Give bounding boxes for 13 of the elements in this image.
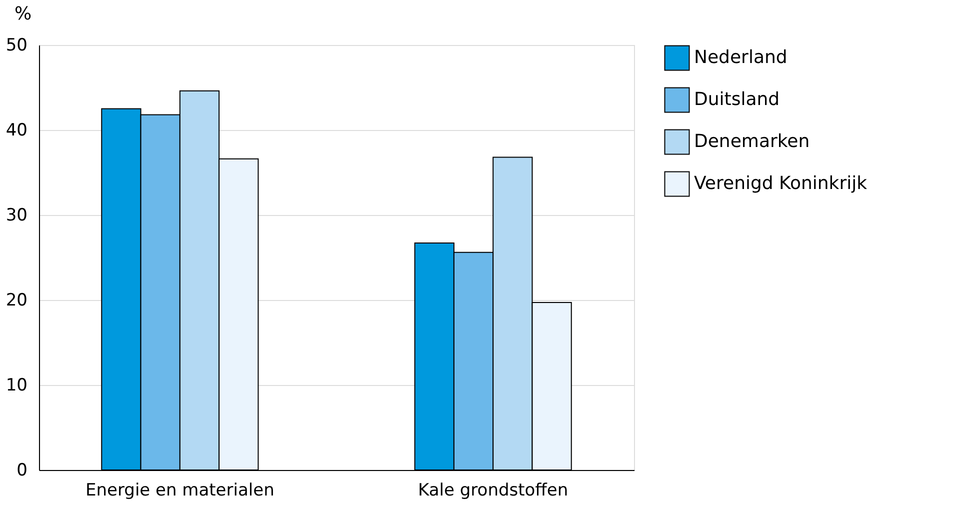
legend-label: Verenigd Koninkrijk bbox=[694, 173, 868, 194]
y-tick-label: 10 bbox=[6, 376, 28, 396]
y-tick-label: 50 bbox=[6, 36, 28, 56]
legend-label: Nederland bbox=[694, 47, 788, 68]
x-tick-label: Energie en materialen bbox=[85, 480, 274, 500]
y-tick-label: 20 bbox=[6, 290, 28, 310]
y-tick-label: 0 bbox=[16, 460, 28, 480]
y-axis-title: % bbox=[14, 4, 32, 24]
x-tick-label: Kale grondstoffen bbox=[418, 480, 568, 500]
legend-label: Duitsland bbox=[694, 89, 780, 110]
y-tick-label: 30 bbox=[6, 206, 28, 226]
legend-label: Denemarken bbox=[694, 131, 810, 152]
y-tick-label: 40 bbox=[6, 120, 28, 140]
